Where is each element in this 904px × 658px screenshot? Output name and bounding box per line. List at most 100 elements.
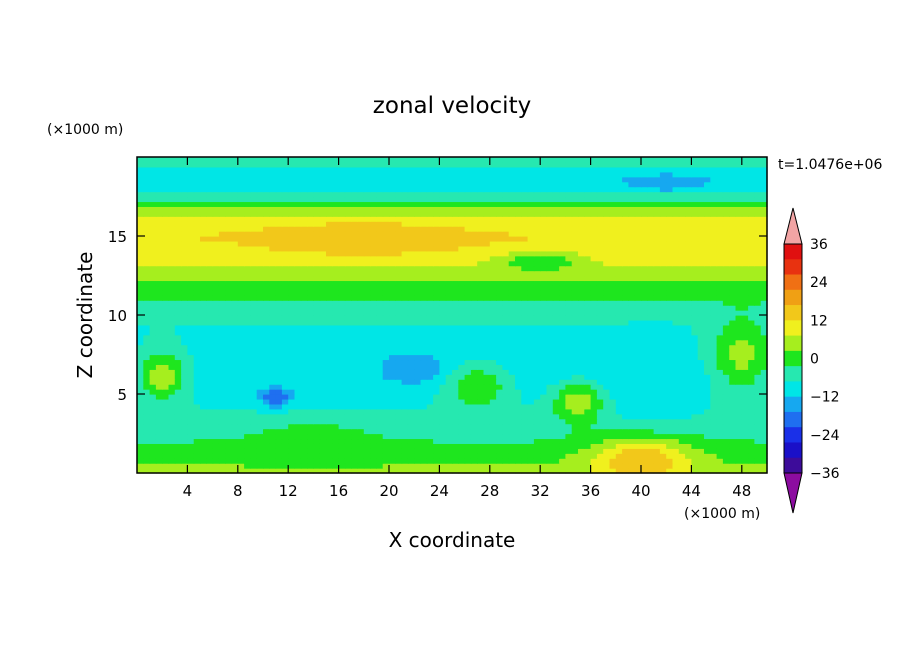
heatmap-cell [615,285,623,291]
heatmap-cell [647,458,655,464]
heatmap-cell [338,354,346,361]
heatmap-cell [338,236,346,242]
heatmap-cell [697,418,705,425]
heatmap-cell [218,389,226,395]
heatmap-cell [269,468,277,474]
heatmap-cell [263,394,270,400]
heatmap-cell [174,369,182,375]
heatmap-cell [596,260,604,267]
heatmap-cell [433,468,440,474]
heatmap-cell [237,433,245,440]
heatmap-cell [678,379,686,385]
heatmap-cell [452,260,459,267]
heatmap-cell [137,240,144,247]
heatmap-cell [212,319,220,326]
heatmap-cell [275,418,283,425]
heatmap-cell [628,231,636,237]
heatmap-cell [351,231,359,237]
heatmap-cell [174,463,182,469]
heatmap-cell [237,240,245,247]
heatmap-cell [452,463,459,469]
heatmap-cell [748,324,755,331]
heatmap-cell [704,403,711,410]
heatmap-cell [420,240,428,247]
heatmap-cell [458,245,466,252]
heatmap-cell [344,408,352,415]
heatmap-cell [508,236,516,242]
heatmap-cell [477,334,485,341]
heatmap-cell [691,398,699,405]
heatmap-cell [137,329,144,336]
heatmap-cell [269,349,277,356]
heatmap-cell [653,413,661,420]
heatmap-cell [533,305,541,311]
heatmap-cell [426,285,434,291]
heatmap-cell [458,315,466,321]
heatmap-cell [496,255,503,262]
heatmap-cell [143,240,151,247]
heatmap-cell [357,398,365,405]
heatmap-cell [628,310,636,316]
heatmap-cell [748,369,755,375]
heatmap-cell [200,433,207,440]
heatmap-cell [212,344,220,351]
heatmap-cell [672,403,680,410]
heatmap-cell [395,245,403,252]
heatmap-cell [584,384,592,390]
heatmap-cell [609,359,617,365]
heatmap-cell [672,384,680,390]
heatmap-cell [634,374,642,380]
heatmap-cell [332,280,340,286]
heatmap-cell [622,285,629,291]
heatmap-cell [578,398,585,405]
heatmap-cell [281,305,289,311]
heatmap-cell [332,398,340,405]
heatmap-cell [300,418,308,425]
heatmap-cell [433,403,440,410]
heatmap-cell [244,413,251,420]
heatmap-cell [552,398,560,405]
heatmap-cell [546,295,554,301]
heatmap-cell [596,453,604,459]
heatmap-cell [634,245,642,252]
heatmap-cell [218,319,226,326]
heatmap-cell [533,240,541,247]
heatmap-cell [357,324,365,331]
heatmap-cell [653,245,661,252]
heatmap-cell [546,334,554,341]
heatmap-cell [338,329,346,336]
heatmap-cell [389,374,396,380]
heatmap-cell [231,413,239,420]
heatmap-cell [174,315,182,321]
heatmap-cell [578,458,585,464]
heatmap-cell [181,319,188,326]
heatmap-cell [590,285,598,291]
heatmap-cell [275,453,283,459]
heatmap-cell [628,423,636,430]
heatmap-cell [741,443,749,449]
heatmap-cell [666,255,674,262]
heatmap-cell [414,344,422,351]
heatmap-cell [470,359,478,365]
heatmap-cell [659,226,667,232]
heatmap-cell [609,458,617,464]
heatmap-cell [218,295,226,301]
heatmap-cell [181,226,188,232]
heatmap-cell [420,245,428,252]
heatmap-cell [281,344,289,351]
heatmap-cell [666,403,674,410]
heatmap-cell [439,329,447,336]
heatmap-cell [401,250,409,257]
heatmap-cell [263,423,270,430]
heatmap-cell [395,468,403,474]
heatmap-cell [370,413,377,420]
heatmap-cell [565,290,573,296]
heatmap-cell [382,468,390,474]
heatmap-cell [552,364,560,370]
heatmap-cell [470,339,478,346]
heatmap-cell [622,359,629,365]
heatmap-cell [729,453,737,459]
heatmap-cell [615,359,623,365]
heatmap-cell [313,403,321,410]
heatmap-cell [470,453,478,459]
